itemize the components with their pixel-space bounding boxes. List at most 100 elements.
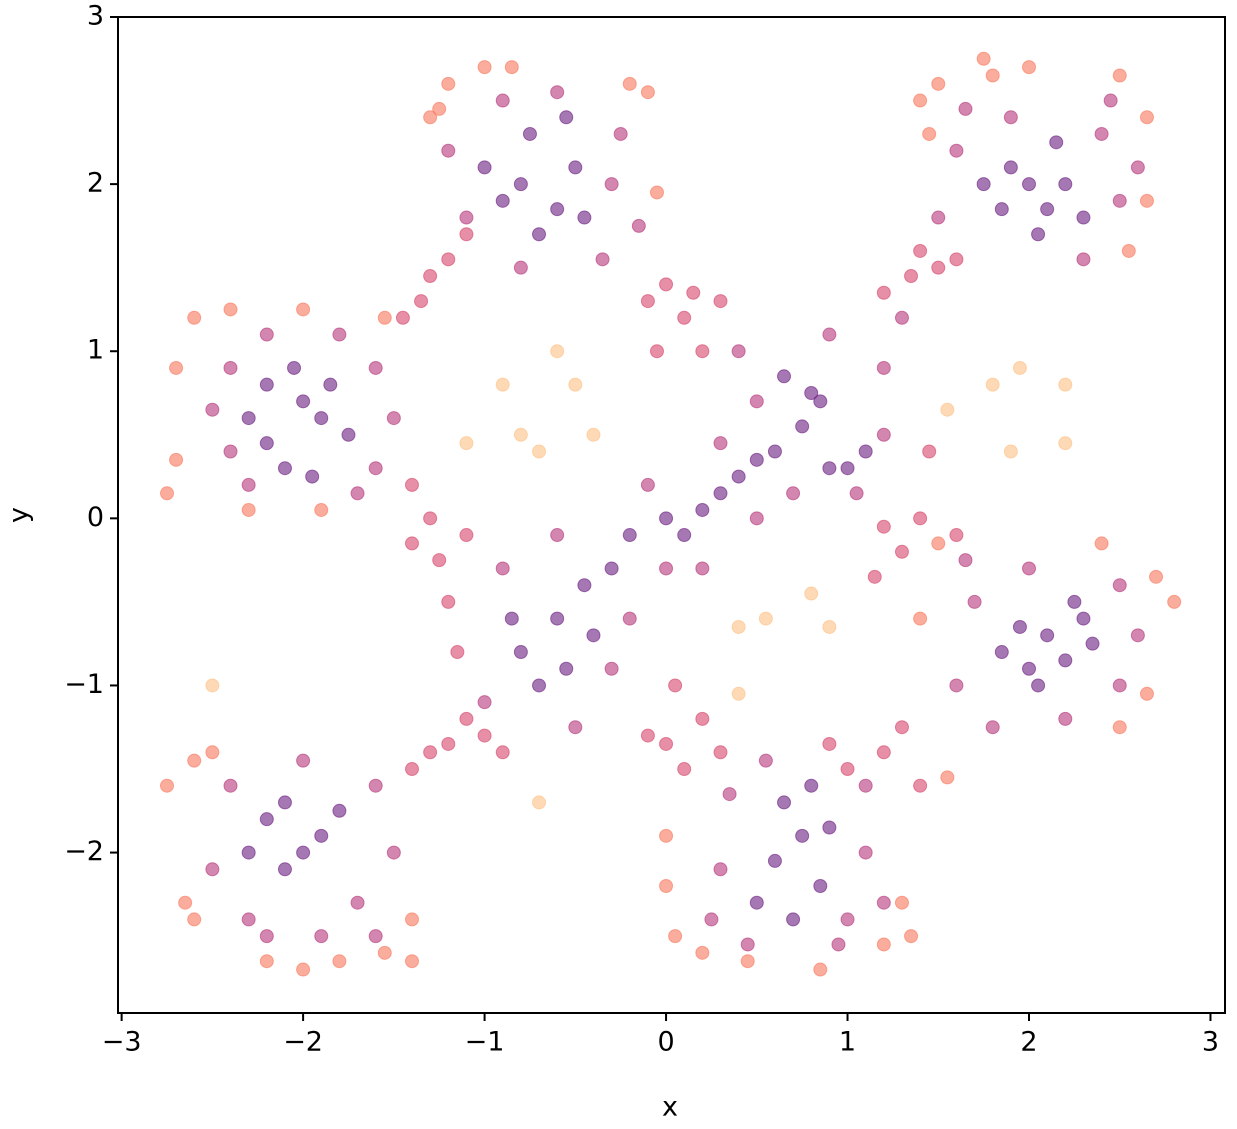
- y-tick-label: 0: [87, 502, 104, 533]
- point: [459, 711, 474, 726]
- point: [713, 294, 728, 309]
- point: [404, 536, 419, 551]
- point: [1031, 227, 1046, 242]
- y-tick-label: −2: [64, 836, 104, 867]
- point: [931, 210, 946, 225]
- point: [749, 394, 764, 409]
- point: [649, 344, 664, 359]
- point: [1112, 193, 1127, 208]
- point: [876, 285, 891, 300]
- point: [1012, 619, 1027, 634]
- point: [423, 511, 438, 526]
- point: [822, 461, 837, 476]
- y-tick-label: 3: [87, 1, 104, 32]
- point: [649, 185, 664, 200]
- point: [659, 828, 674, 843]
- point: [1139, 193, 1154, 208]
- point: [441, 76, 456, 91]
- point: [640, 294, 655, 309]
- point: [259, 377, 274, 392]
- point: [1049, 135, 1064, 150]
- point: [985, 377, 1000, 392]
- point: [758, 611, 773, 626]
- point: [159, 778, 174, 793]
- point: [840, 461, 855, 476]
- point: [259, 327, 274, 342]
- point: [858, 444, 873, 459]
- point: [223, 360, 238, 375]
- point: [477, 695, 492, 710]
- x-tick-label: −1: [465, 1027, 505, 1058]
- point: [550, 85, 565, 100]
- point: [441, 252, 456, 267]
- point: [513, 177, 528, 192]
- point: [386, 845, 401, 860]
- point: [1022, 177, 1037, 192]
- point: [1139, 686, 1154, 701]
- point: [423, 269, 438, 284]
- point: [377, 945, 392, 960]
- point: [350, 486, 365, 501]
- point: [205, 402, 220, 417]
- point: [404, 762, 419, 777]
- point: [504, 60, 519, 75]
- point: [976, 177, 991, 192]
- point: [277, 862, 292, 877]
- point: [1076, 611, 1091, 626]
- point: [913, 511, 928, 526]
- point: [668, 929, 683, 944]
- point: [532, 227, 547, 242]
- point: [323, 377, 338, 392]
- point: [241, 477, 256, 492]
- point: [441, 143, 456, 158]
- point: [740, 937, 755, 952]
- point: [722, 787, 737, 802]
- point: [931, 536, 946, 551]
- point: [777, 795, 792, 810]
- point: [1040, 628, 1055, 643]
- point: [305, 469, 320, 484]
- point: [876, 895, 891, 910]
- point: [577, 210, 592, 225]
- point: [931, 260, 946, 275]
- point: [876, 360, 891, 375]
- point: [1003, 160, 1018, 175]
- point: [441, 736, 456, 751]
- point: [223, 444, 238, 459]
- point: [205, 745, 220, 760]
- point: [858, 845, 873, 860]
- point: [205, 862, 220, 877]
- point: [677, 528, 692, 543]
- x-tick-label: 1: [839, 1027, 856, 1058]
- point: [949, 252, 964, 267]
- point: [731, 344, 746, 359]
- point: [677, 762, 692, 777]
- point: [296, 753, 311, 768]
- point: [1149, 569, 1164, 584]
- point: [187, 310, 202, 325]
- point: [386, 411, 401, 426]
- point: [559, 110, 574, 125]
- point: [767, 853, 782, 868]
- point: [1130, 160, 1145, 175]
- point: [404, 912, 419, 927]
- point: [695, 711, 710, 726]
- point: [459, 528, 474, 543]
- point: [867, 569, 882, 584]
- point: [1112, 678, 1127, 693]
- point: [532, 444, 547, 459]
- point: [1167, 594, 1182, 609]
- point: [314, 929, 329, 944]
- point: [695, 561, 710, 576]
- point: [223, 302, 238, 317]
- point: [686, 285, 701, 300]
- point: [613, 126, 628, 141]
- point: [1022, 561, 1037, 576]
- point: [713, 745, 728, 760]
- point: [550, 344, 565, 359]
- point: [1112, 720, 1127, 735]
- x-tick-label: 3: [1202, 1027, 1219, 1058]
- point: [777, 369, 792, 384]
- point: [804, 778, 819, 793]
